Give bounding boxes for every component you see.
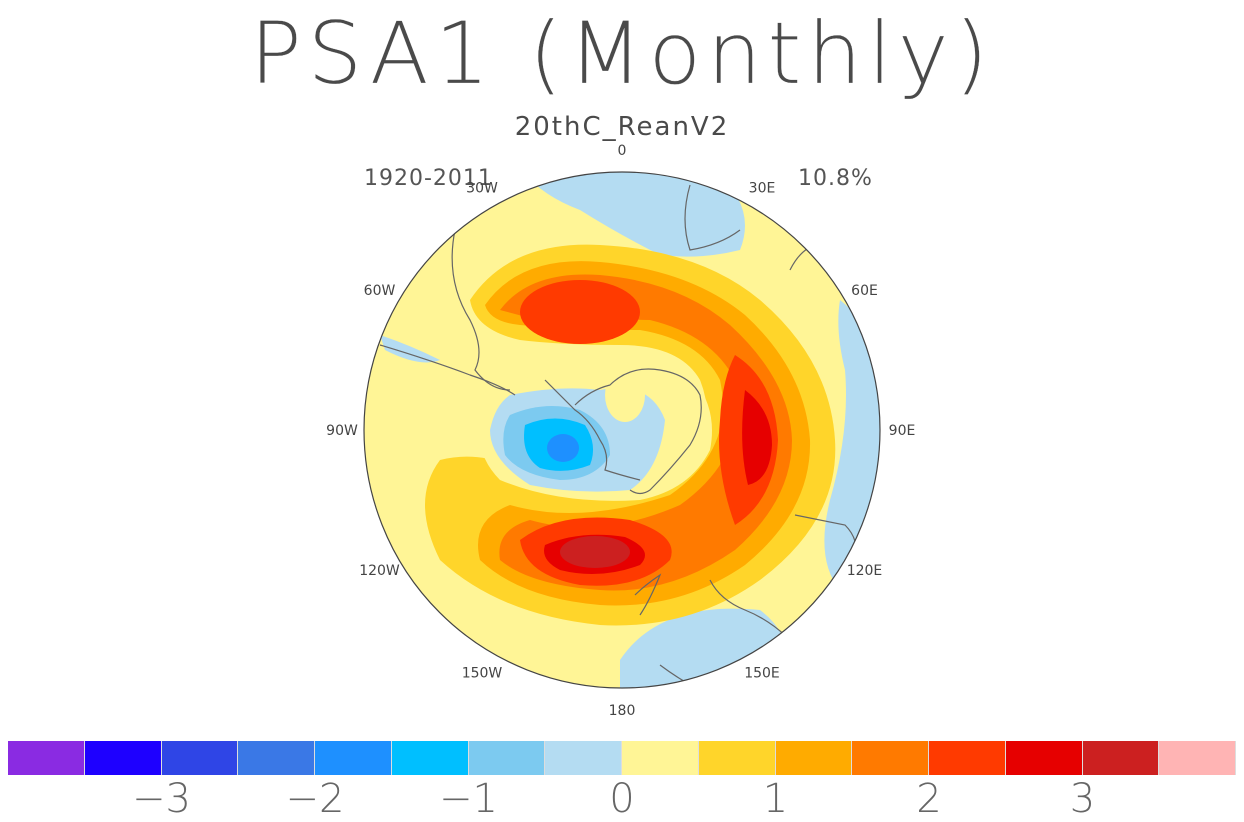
colorbar-tick-label: −1 bbox=[439, 776, 498, 822]
colorbar-segment bbox=[852, 741, 929, 775]
colorbar-segment bbox=[929, 741, 1006, 775]
colorbar-segment bbox=[698, 741, 776, 775]
colorbar-tick-label: 2 bbox=[916, 776, 942, 822]
colorbar-segment bbox=[1005, 741, 1083, 775]
longitude-label: 30E bbox=[749, 181, 776, 197]
colorbar-tick-label: 0 bbox=[609, 776, 635, 822]
longitude-label: 60E bbox=[851, 283, 878, 299]
chart-title: PSA1 (Monthly) bbox=[249, 4, 995, 104]
colorbar-segment bbox=[775, 741, 853, 775]
colorbar-tick-label: −3 bbox=[132, 776, 191, 822]
longitude-labels: 0 30E 60E 90E 120E 150E 180 150W 120W 90W 60W 30W bbox=[326, 143, 915, 719]
colorbar-segment bbox=[8, 741, 85, 775]
colorbar-tick-label: 1 bbox=[762, 776, 789, 822]
longitude-label: 30W bbox=[466, 181, 498, 197]
longitude-label: 0 bbox=[618, 143, 627, 159]
colorbar-ticks: −3 −2 −1 0 1 2 3 bbox=[0, 776, 1244, 822]
colorbar-segment bbox=[391, 741, 469, 775]
colorbar-segment bbox=[468, 741, 546, 775]
colorbar-segment bbox=[315, 741, 392, 775]
variance-label: 10.8% bbox=[798, 166, 873, 191]
colorbar bbox=[8, 741, 1236, 775]
map-border bbox=[363, 171, 881, 689]
coastlines bbox=[379, 184, 857, 688]
anomaly-field bbox=[364, 172, 880, 688]
longitude-label: 90E bbox=[889, 423, 916, 439]
colorbar-tick-label: 3 bbox=[1069, 776, 1096, 822]
longitude-label: 120W bbox=[359, 563, 400, 579]
colorbar-segment bbox=[622, 741, 699, 775]
longitude-label: 90W bbox=[326, 423, 358, 439]
colorbar-segment bbox=[1082, 741, 1160, 775]
longitude-label: 180 bbox=[609, 703, 636, 719]
longitude-label: 60W bbox=[364, 283, 396, 299]
colorbar-segment bbox=[545, 741, 622, 775]
colorbar-segment bbox=[84, 741, 162, 775]
period-label: 1920-2011 bbox=[364, 166, 493, 191]
longitude-label: 150E bbox=[744, 666, 780, 682]
colorbar-segment bbox=[238, 741, 315, 775]
colorbar-segment bbox=[161, 741, 239, 775]
colorbar-segment bbox=[1159, 741, 1236, 775]
longitude-label: 150W bbox=[462, 666, 503, 682]
dataset-subtitle: 20thC_ReanV2 bbox=[514, 112, 730, 142]
colorbar-tick-label: −2 bbox=[285, 776, 345, 822]
longitude-label: 120E bbox=[847, 563, 883, 579]
